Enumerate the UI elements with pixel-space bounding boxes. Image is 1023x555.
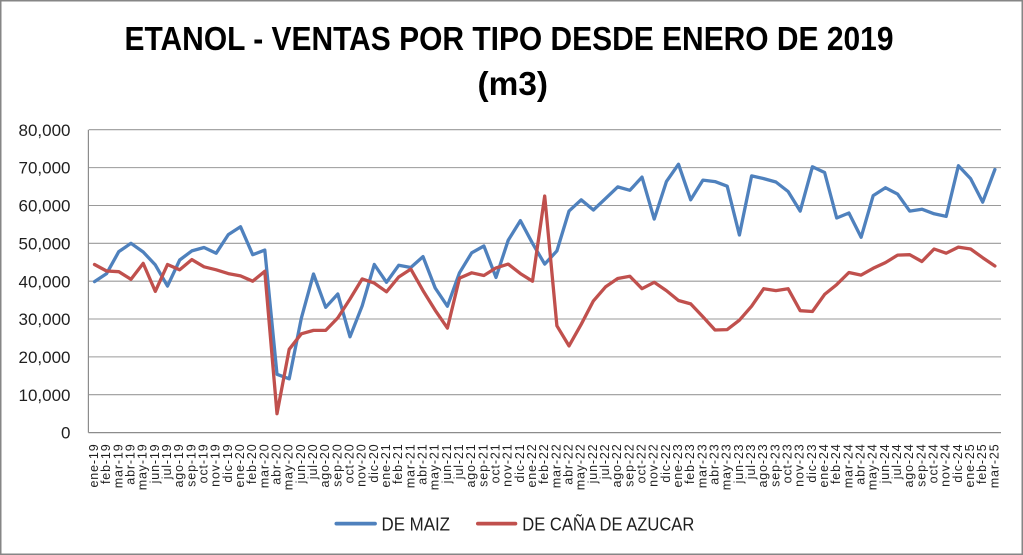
- svg-text:abr-19: abr-19: [124, 444, 138, 485]
- svg-text:ago-22: ago-22: [610, 444, 624, 488]
- svg-text:nov-20: nov-20: [355, 444, 369, 487]
- svg-text:dic-19: dic-19: [221, 444, 235, 483]
- svg-text:ene-19: ene-19: [87, 444, 101, 488]
- svg-text:may-22: may-22: [574, 444, 588, 491]
- svg-text:abr-20: abr-20: [270, 444, 284, 485]
- svg-text:jul-23: jul-23: [744, 444, 758, 481]
- svg-text:may-20: may-20: [282, 444, 296, 491]
- svg-text:jun-21: jun-21: [440, 444, 454, 485]
- svg-text:ago-19: ago-19: [172, 444, 186, 488]
- svg-text:dic-21: dic-21: [513, 444, 527, 483]
- svg-text:feb-19: feb-19: [99, 444, 113, 485]
- svg-text:jul-22: jul-22: [598, 444, 612, 481]
- svg-text:nov-22: nov-22: [647, 444, 661, 487]
- svg-text:sep-21: sep-21: [476, 444, 490, 487]
- svg-text:jun-22: jun-22: [586, 444, 600, 485]
- svg-text:feb-20: feb-20: [245, 444, 259, 485]
- svg-text:80,000: 80,000: [19, 121, 71, 140]
- svg-text:30,000: 30,000: [19, 310, 71, 329]
- svg-text:dic-23: dic-23: [805, 444, 819, 483]
- svg-text:abr-21: abr-21: [416, 444, 430, 485]
- svg-text:oct-24: oct-24: [927, 444, 941, 484]
- svg-text:mar-19: mar-19: [111, 444, 125, 489]
- svg-text:oct-19: oct-19: [197, 444, 211, 484]
- svg-text:ago-21: ago-21: [464, 444, 478, 488]
- svg-text:oct-23: oct-23: [781, 444, 795, 484]
- svg-text:ago-20: ago-20: [318, 444, 332, 488]
- svg-text:ETANOL - VENTAS POR TIPO DESDE: ETANOL - VENTAS POR TIPO DESDE ENERO DE …: [125, 20, 894, 57]
- svg-text:mar-21: mar-21: [403, 444, 417, 489]
- svg-text:sep-20: sep-20: [330, 444, 344, 487]
- svg-text:70,000: 70,000: [19, 159, 71, 178]
- svg-text:feb-21: feb-21: [391, 444, 405, 485]
- svg-text:dic-24: dic-24: [951, 444, 965, 483]
- svg-text:sep-19: sep-19: [184, 444, 198, 487]
- svg-text:jun-19: jun-19: [148, 444, 162, 485]
- svg-text:ene-23: ene-23: [671, 444, 685, 488]
- svg-text:sep-24: sep-24: [914, 444, 928, 487]
- svg-text:may-19: may-19: [136, 444, 150, 491]
- svg-text:sep-22: sep-22: [622, 444, 636, 487]
- svg-text:jul-19: jul-19: [160, 444, 174, 481]
- svg-text:oct-20: oct-20: [343, 444, 357, 484]
- svg-text:jul-24: jul-24: [890, 444, 904, 481]
- svg-text:jul-20: jul-20: [306, 444, 320, 481]
- svg-text:DE CAÑA DE AZUCAR: DE CAÑA DE AZUCAR: [522, 513, 694, 534]
- svg-text:10,000: 10,000: [19, 386, 71, 405]
- svg-text:oct-22: oct-22: [635, 444, 649, 484]
- svg-text:feb-23: feb-23: [683, 444, 697, 485]
- svg-text:mar-24: mar-24: [841, 444, 855, 489]
- svg-text:mar-23: mar-23: [695, 444, 709, 489]
- svg-text:jul-21: jul-21: [452, 444, 466, 481]
- svg-text:may-21: may-21: [428, 444, 442, 491]
- svg-text:(m3): (m3): [478, 65, 549, 102]
- svg-text:nov-19: nov-19: [209, 444, 223, 487]
- svg-text:abr-22: abr-22: [562, 444, 576, 485]
- svg-text:ago-24: ago-24: [902, 444, 916, 488]
- svg-text:DE MAIZ: DE MAIZ: [382, 513, 451, 534]
- svg-text:60,000: 60,000: [19, 197, 71, 216]
- svg-text:jun-20: jun-20: [294, 444, 308, 485]
- svg-text:ene-22: ene-22: [525, 444, 539, 488]
- svg-text:may-23: may-23: [720, 444, 734, 491]
- svg-text:feb-24: feb-24: [829, 444, 843, 485]
- svg-text:jun-24: jun-24: [878, 444, 892, 485]
- svg-text:nov-23: nov-23: [793, 444, 807, 487]
- svg-text:nov-24: nov-24: [939, 444, 953, 487]
- svg-text:mar-22: mar-22: [549, 444, 563, 489]
- svg-text:ene-25: ene-25: [963, 444, 977, 488]
- svg-text:abr-23: abr-23: [708, 444, 722, 485]
- svg-text:abr-24: abr-24: [854, 444, 868, 485]
- svg-text:dic-22: dic-22: [659, 444, 673, 483]
- svg-text:jun-23: jun-23: [732, 444, 746, 485]
- svg-text:sep-23: sep-23: [768, 444, 782, 487]
- svg-text:50,000: 50,000: [19, 234, 71, 253]
- svg-text:0: 0: [61, 424, 70, 443]
- svg-text:feb-22: feb-22: [537, 444, 551, 485]
- svg-text:ene-24: ene-24: [817, 444, 831, 488]
- svg-text:20,000: 20,000: [19, 348, 71, 367]
- svg-text:40,000: 40,000: [19, 272, 71, 291]
- svg-text:ene-20: ene-20: [233, 444, 247, 488]
- svg-text:dic-20: dic-20: [367, 444, 381, 483]
- svg-text:mar-20: mar-20: [257, 444, 271, 489]
- svg-text:mar-25: mar-25: [987, 444, 1001, 489]
- svg-text:oct-21: oct-21: [489, 444, 503, 484]
- svg-text:feb-25: feb-25: [975, 444, 989, 485]
- svg-text:may-24: may-24: [866, 444, 880, 491]
- svg-text:ago-23: ago-23: [756, 444, 770, 488]
- svg-text:nov-21: nov-21: [501, 444, 515, 487]
- svg-text:ene-21: ene-21: [379, 444, 393, 488]
